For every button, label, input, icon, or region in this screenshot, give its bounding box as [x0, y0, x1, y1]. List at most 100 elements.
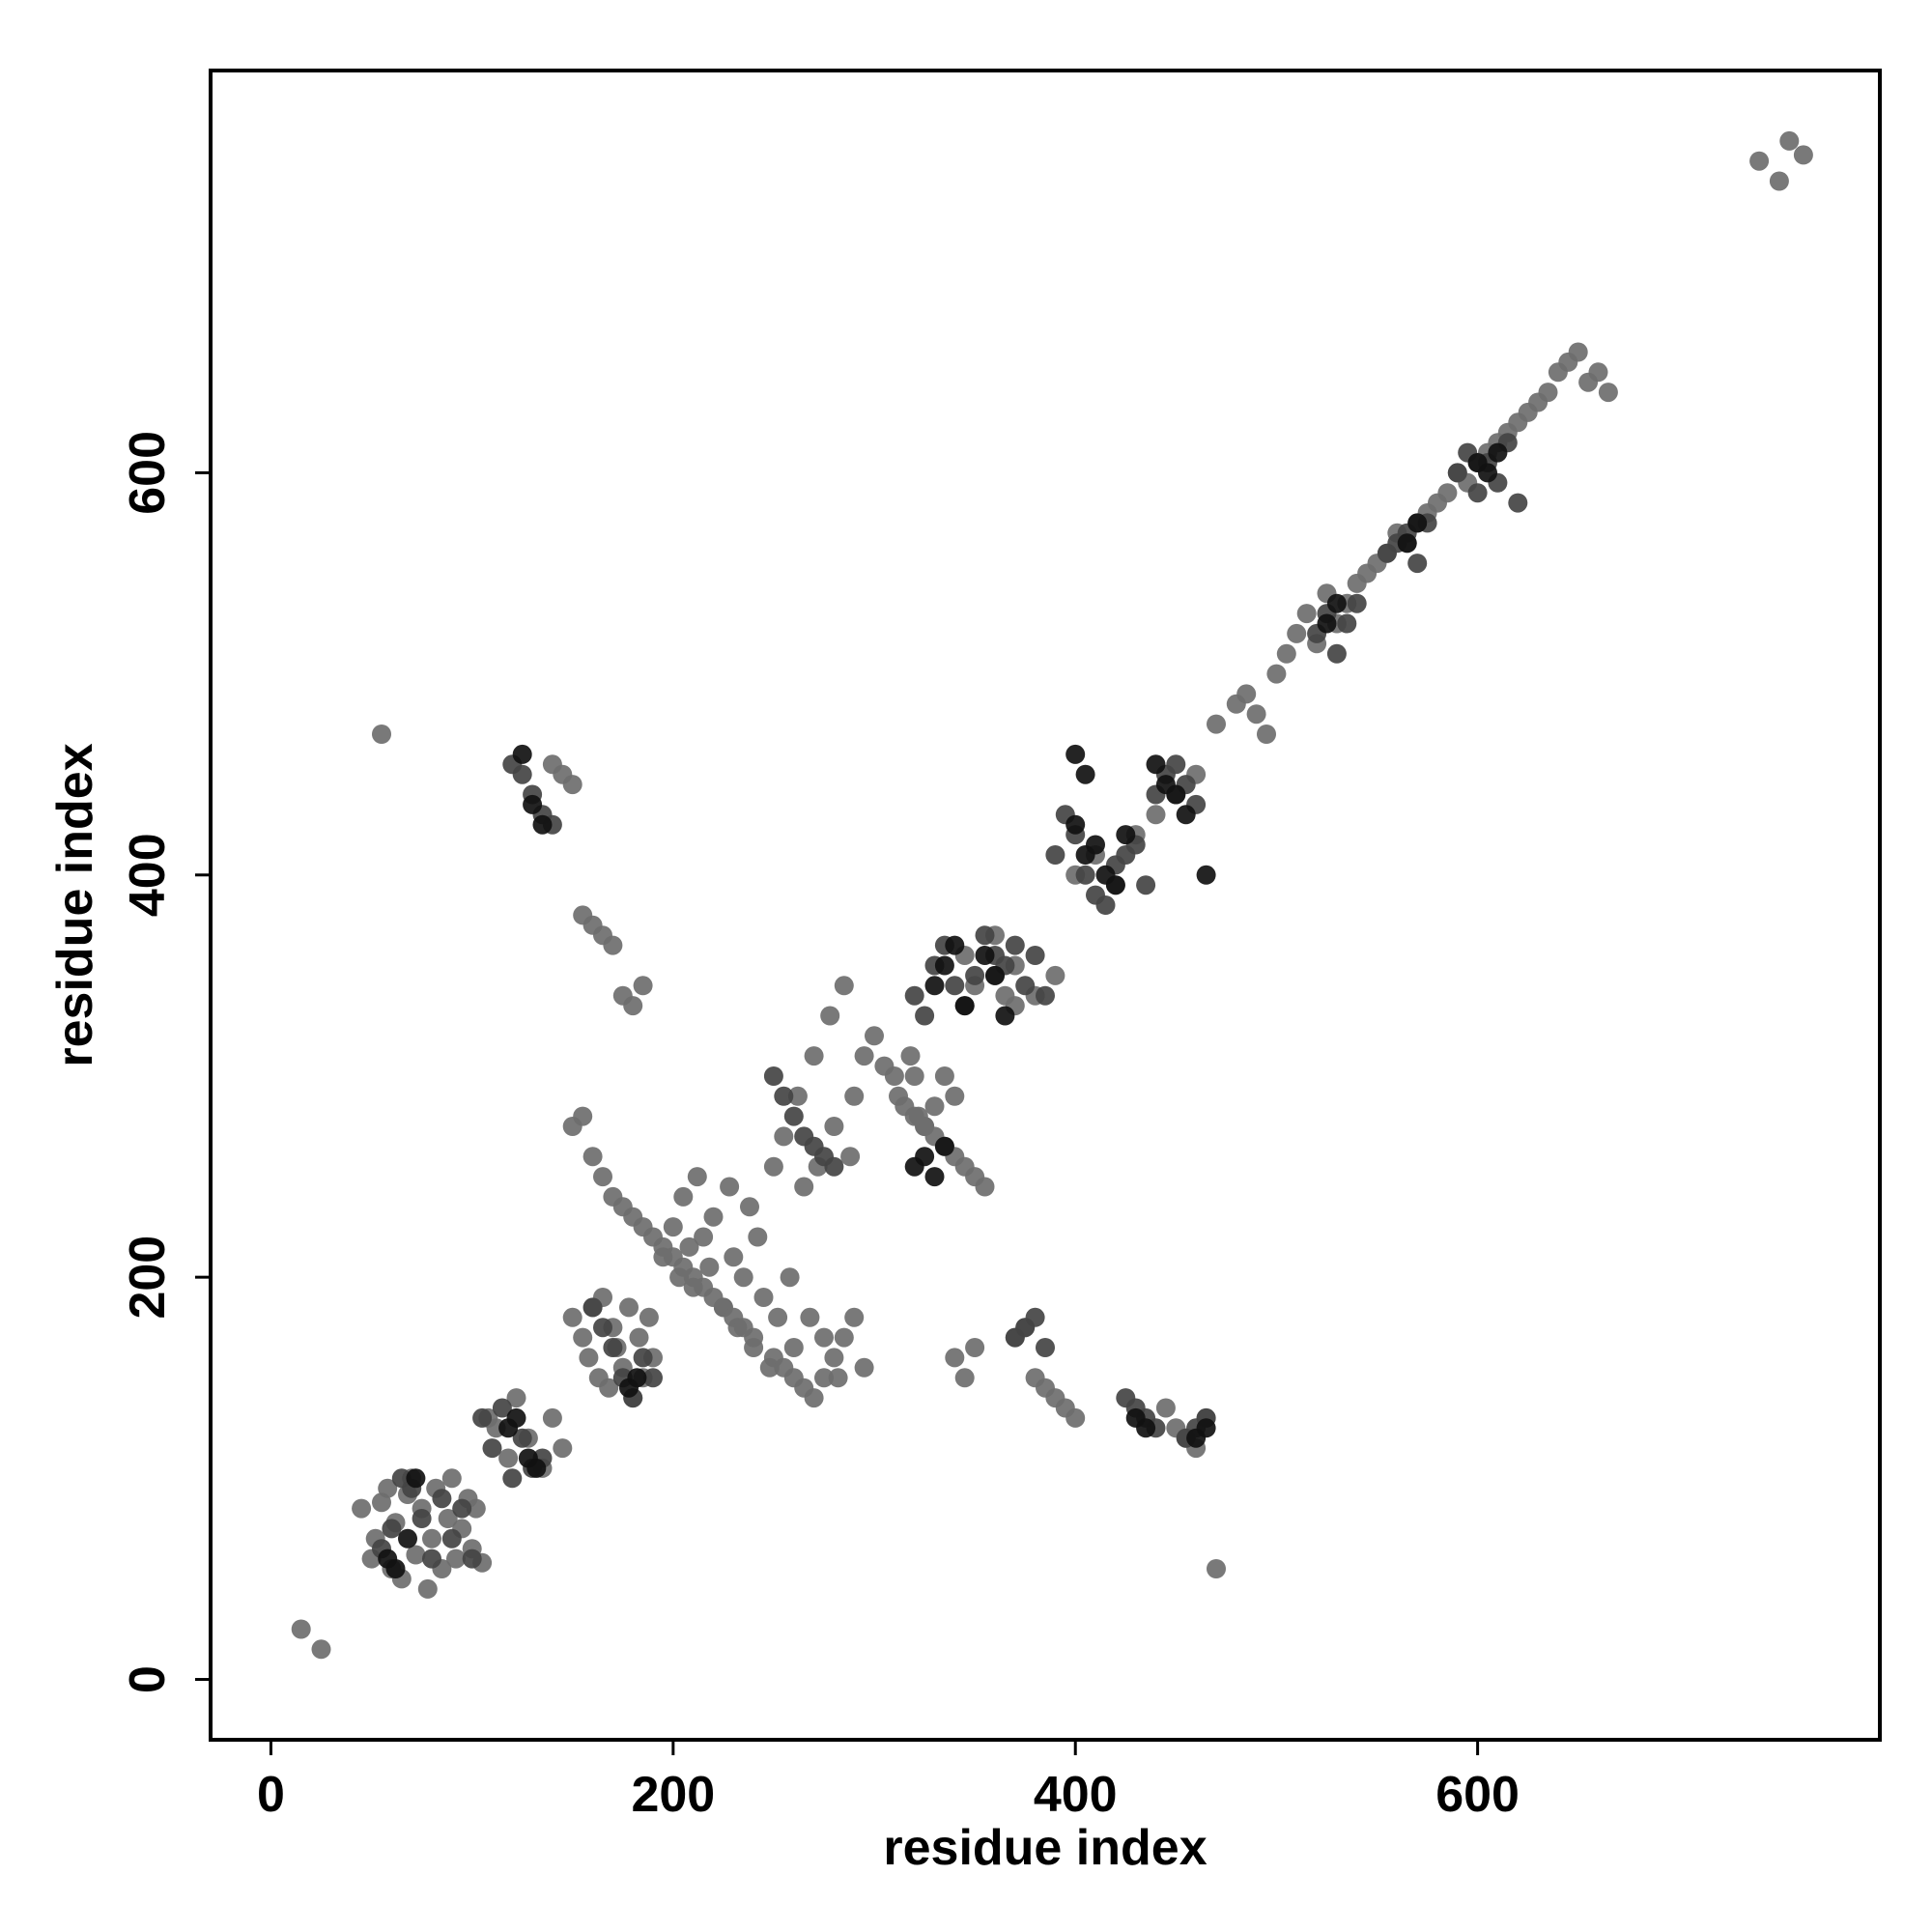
scatter-point: [1769, 171, 1789, 191]
scatter-point: [542, 1407, 562, 1428]
scatter-point: [1025, 1307, 1045, 1327]
scatter-point: [593, 1167, 612, 1187]
scatter-point: [814, 1368, 834, 1388]
scatter-point: [1146, 805, 1166, 825]
scatter-point: [1166, 784, 1186, 805]
scatter-point: [1025, 946, 1045, 965]
scatter-point: [562, 1307, 582, 1327]
scatter-point: [1337, 613, 1357, 634]
scatter-point: [553, 1438, 573, 1459]
scatter-point: [1488, 442, 1508, 463]
scatter-point: [934, 955, 954, 976]
scatter-point: [915, 1147, 935, 1167]
scatter-point: [378, 1478, 398, 1498]
scatter-point: [694, 1227, 714, 1247]
scatter-point: [1793, 145, 1813, 165]
y-axis: 0 200 400 600: [120, 431, 211, 1693]
scatter-point: [1005, 935, 1025, 955]
scatter-point: [768, 1307, 788, 1327]
scatter-point: [854, 1357, 874, 1378]
scatter-point: [945, 1348, 965, 1368]
scatter-point: [965, 1338, 985, 1357]
scatter-point: [1065, 1407, 1086, 1428]
scatter-point: [482, 1438, 502, 1459]
scatter-point: [633, 1348, 653, 1368]
y-tick-label: 600: [120, 431, 176, 515]
scatter-point: [854, 1046, 874, 1066]
scatter-point: [975, 1177, 995, 1197]
scatter-point: [1779, 130, 1800, 151]
scatter-point: [506, 1407, 526, 1428]
scatter-point: [1568, 342, 1588, 362]
scatter-point: [703, 1207, 724, 1227]
scatter-point: [311, 1639, 331, 1660]
scatter-point: [623, 996, 643, 1016]
x-tick-label: 200: [631, 1767, 715, 1823]
scatter-point: [1105, 875, 1125, 895]
y-axis-title: residue index: [47, 743, 103, 1066]
scatter-point: [934, 1066, 954, 1086]
scatter-point: [619, 1297, 639, 1318]
scatter-point: [1317, 613, 1337, 634]
scatter-point: [526, 1458, 547, 1478]
scatter-point: [603, 1338, 623, 1357]
scatter-point: [800, 1307, 820, 1327]
scatter-point: [965, 965, 985, 985]
scatter-point: [924, 976, 945, 996]
scatter-point: [1437, 483, 1458, 503]
scatter-point: [1236, 684, 1257, 704]
scatter-point: [291, 1619, 311, 1639]
scatter-point: [1246, 704, 1266, 724]
scatter-point: [1136, 1418, 1156, 1438]
scatter-point: [763, 1156, 783, 1177]
scatter-point: [1065, 814, 1086, 835]
scatter-point: [774, 1086, 794, 1106]
scatter-point: [466, 1498, 486, 1519]
scatter-point: [412, 1509, 432, 1528]
scatter-point: [438, 1509, 458, 1528]
scatter-point: [1588, 362, 1608, 383]
scatter-point: [1136, 875, 1156, 895]
scatter-point: [945, 1086, 965, 1106]
scatter-point: [814, 1327, 834, 1348]
scatter-point: [915, 1006, 935, 1026]
scatter-point: [828, 1368, 848, 1388]
scatter-point: [774, 1126, 794, 1147]
scatter-point: [844, 1307, 865, 1327]
scatter-point: [794, 1177, 814, 1197]
scatter-point: [1036, 985, 1055, 1006]
scatter-point: [753, 1288, 774, 1307]
scatter-point: [582, 1297, 603, 1318]
scatter-point: [1155, 1398, 1176, 1418]
scatter-point: [954, 1368, 975, 1388]
scatter-point: [446, 1548, 466, 1569]
scatter-point: [945, 935, 965, 955]
scatter-point: [502, 1468, 523, 1489]
scatter-point: [834, 976, 854, 996]
scatter-point: [1326, 593, 1347, 613]
scatter-point: [1086, 835, 1105, 855]
scatter-point: [740, 1197, 759, 1217]
scatter-point: [934, 1136, 954, 1156]
scatter-point: [824, 1348, 844, 1368]
scatter-point: [1045, 845, 1065, 865]
scatter-point: [783, 1338, 804, 1357]
scatter-point: [975, 946, 995, 965]
scatter-point: [904, 1066, 924, 1086]
scatter-point: [406, 1545, 426, 1565]
scatter-point: [975, 925, 995, 946]
scatter-point: [1467, 483, 1488, 503]
scatter-point: [643, 1368, 663, 1388]
scatter-point: [780, 1267, 800, 1288]
scatter-point: [1207, 1559, 1226, 1578]
scatter-point: [512, 1428, 532, 1448]
y-tick-label: 200: [120, 1236, 176, 1320]
scatter-point: [1276, 643, 1296, 664]
scatter-point: [673, 1186, 694, 1207]
scatter-point: [1196, 1418, 1216, 1438]
scatter-point: [804, 1388, 824, 1408]
scatter-point: [1166, 754, 1186, 775]
scatter-point: [840, 1147, 861, 1167]
